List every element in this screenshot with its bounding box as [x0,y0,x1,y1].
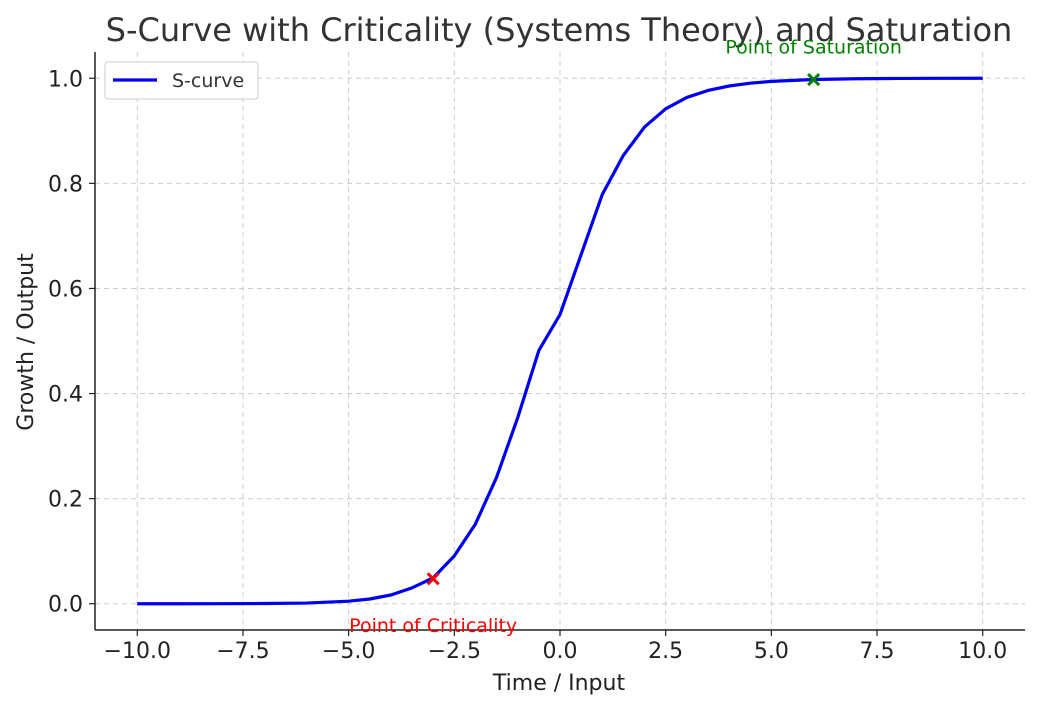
grid [95,52,1025,630]
x-axis-label: Time / Input [492,671,626,696]
x-tick-label-2: −5.0 [322,639,375,664]
x-tick-label-5: 2.5 [648,639,683,664]
annotation-marker-0-b [426,572,440,586]
legend-label-s-curve: S-curve [172,70,244,92]
legend: S-curve [104,61,259,100]
annotation-label-0: Point of Criticality [349,615,517,637]
annotation-label-1: Point of Saturation [725,37,902,59]
x-tick-label-7: 7.5 [860,639,895,664]
x-tick-label-8: 10.0 [958,639,1007,664]
y-tick-label-2: 0.4 [48,383,83,408]
s-curve-line [137,76,983,606]
annotation-marker-1-b [807,73,821,87]
annotation-1: Point of Saturation [725,37,902,87]
annotation-0: Point of Criticality [349,572,517,637]
x-axis-ticks: −10.0 −7.5 −5.0 −2.5 0.0 2.5 5.0 7.5 10.0 [104,630,1007,664]
y-axis-ticks: 0.0 0.2 0.4 0.6 0.8 1.0 [48,67,95,618]
y-axis-label: Growth / Output [14,253,39,431]
y-tick-label-1: 0.2 [48,488,83,513]
y-tick-label-0: 0.0 [48,593,83,618]
chart-title: S-Curve with Criticality (Systems Theory… [106,11,1013,49]
x-tick-label-0: −10.0 [104,639,171,664]
y-tick-label-5: 1.0 [48,67,83,92]
x-tick-label-1: −7.5 [216,639,269,664]
x-tick-label-6: 5.0 [754,639,789,664]
x-tick-label-3: −2.5 [428,639,481,664]
y-tick-label-3: 0.6 [48,277,83,302]
x-tick-label-4: 0.0 [543,639,578,664]
legend-frame [104,61,259,100]
annotations: Point of Criticality Point of Saturation [349,37,902,637]
y-tick-label-4: 0.8 [48,172,83,197]
